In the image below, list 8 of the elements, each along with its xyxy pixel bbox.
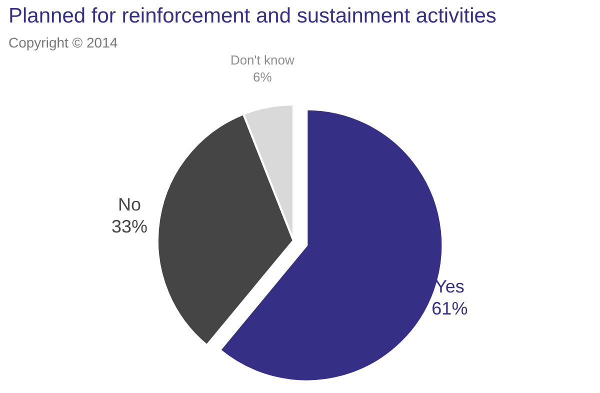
chart-subtitle: Copyright © 2014 <box>8 34 118 50</box>
chart-title: Planned for reinforcement and sustainment activities <box>8 4 496 28</box>
slice-label: Don't know <box>230 52 295 68</box>
data-label: 33% <box>112 216 148 237</box>
data-label: 6% <box>253 69 272 84</box>
slice-label: No <box>118 194 142 215</box>
slice-label: Yes <box>435 276 464 297</box>
data-label: 61% <box>432 298 468 319</box>
